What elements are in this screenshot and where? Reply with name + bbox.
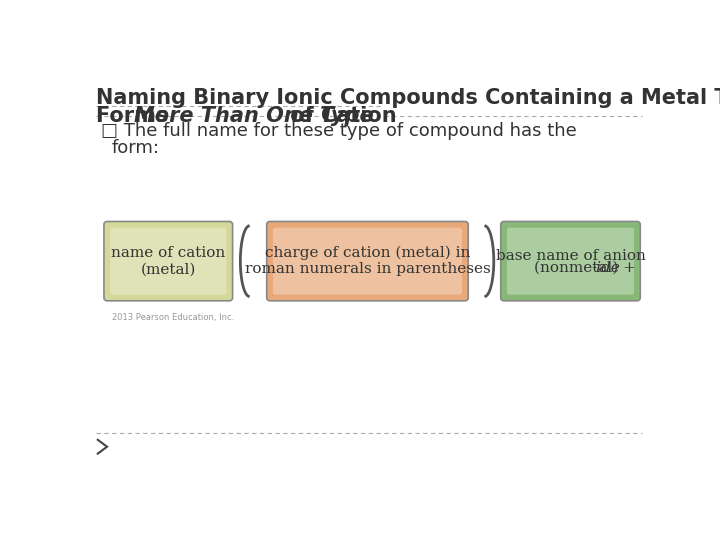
Text: (nonmetal) +: (nonmetal) +	[534, 261, 640, 275]
FancyBboxPatch shape	[104, 221, 233, 301]
FancyBboxPatch shape	[273, 228, 462, 295]
FancyBboxPatch shape	[500, 221, 640, 301]
Text: Forms: Forms	[96, 106, 176, 126]
Text: Naming Binary Ionic Compounds Containing a Metal That: Naming Binary Ionic Compounds Containing…	[96, 88, 720, 108]
Text: -ide: -ide	[592, 261, 621, 275]
Text: name of cation
(metal): name of cation (metal)	[111, 246, 225, 276]
FancyBboxPatch shape	[110, 228, 226, 295]
Text: of Cation: of Cation	[283, 106, 397, 126]
FancyBboxPatch shape	[266, 221, 468, 301]
FancyBboxPatch shape	[507, 228, 634, 295]
Text: form:: form:	[112, 139, 160, 157]
Text: base name of anion: base name of anion	[495, 249, 645, 263]
Text: charge of cation (metal) in
roman numerals in parentheses: charge of cation (metal) in roman numera…	[245, 246, 490, 276]
Text: More Than One Type: More Than One Type	[134, 106, 374, 126]
Text: 2013 Pearson Education, Inc.: 2013 Pearson Education, Inc.	[112, 313, 234, 322]
Text: □ The full name for these type of compound has the: □ The full name for these type of compou…	[101, 122, 577, 140]
